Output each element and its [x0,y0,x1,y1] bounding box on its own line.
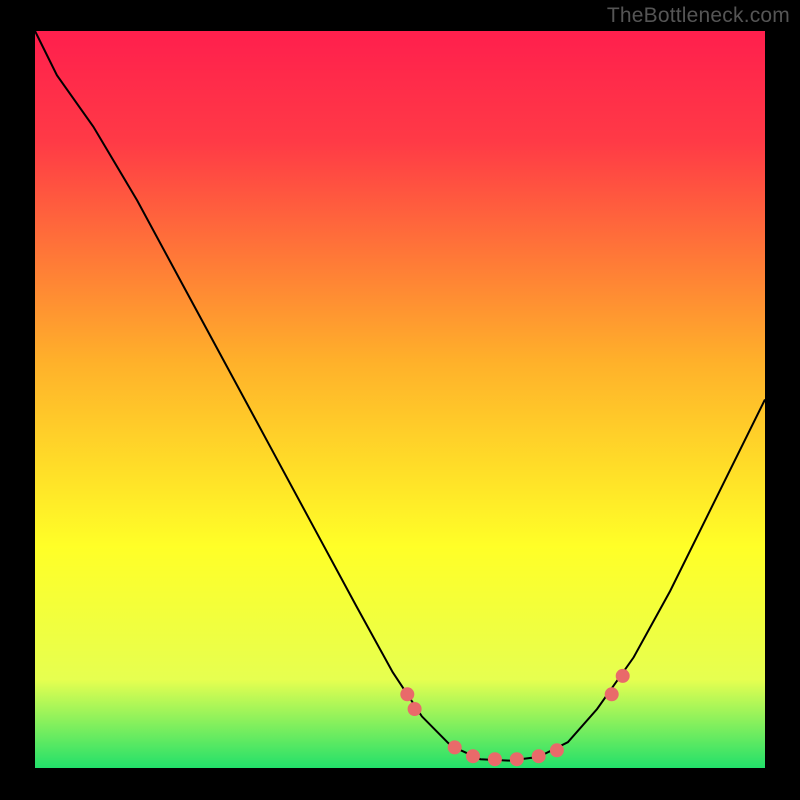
data-marker [408,702,422,716]
watermark-text: TheBottleneck.com [607,4,790,28]
data-marker [605,687,619,701]
bottleneck-curve [35,31,765,761]
chart-svg [0,0,800,800]
chart-stage: TheBottleneck.com [0,0,800,800]
data-marker [532,749,546,763]
data-marker [550,743,564,757]
data-marker [616,669,630,683]
marker-group [400,669,629,766]
data-marker [400,687,414,701]
data-marker [510,752,524,766]
data-marker [466,749,480,763]
data-marker [488,752,502,766]
data-marker [448,740,462,754]
